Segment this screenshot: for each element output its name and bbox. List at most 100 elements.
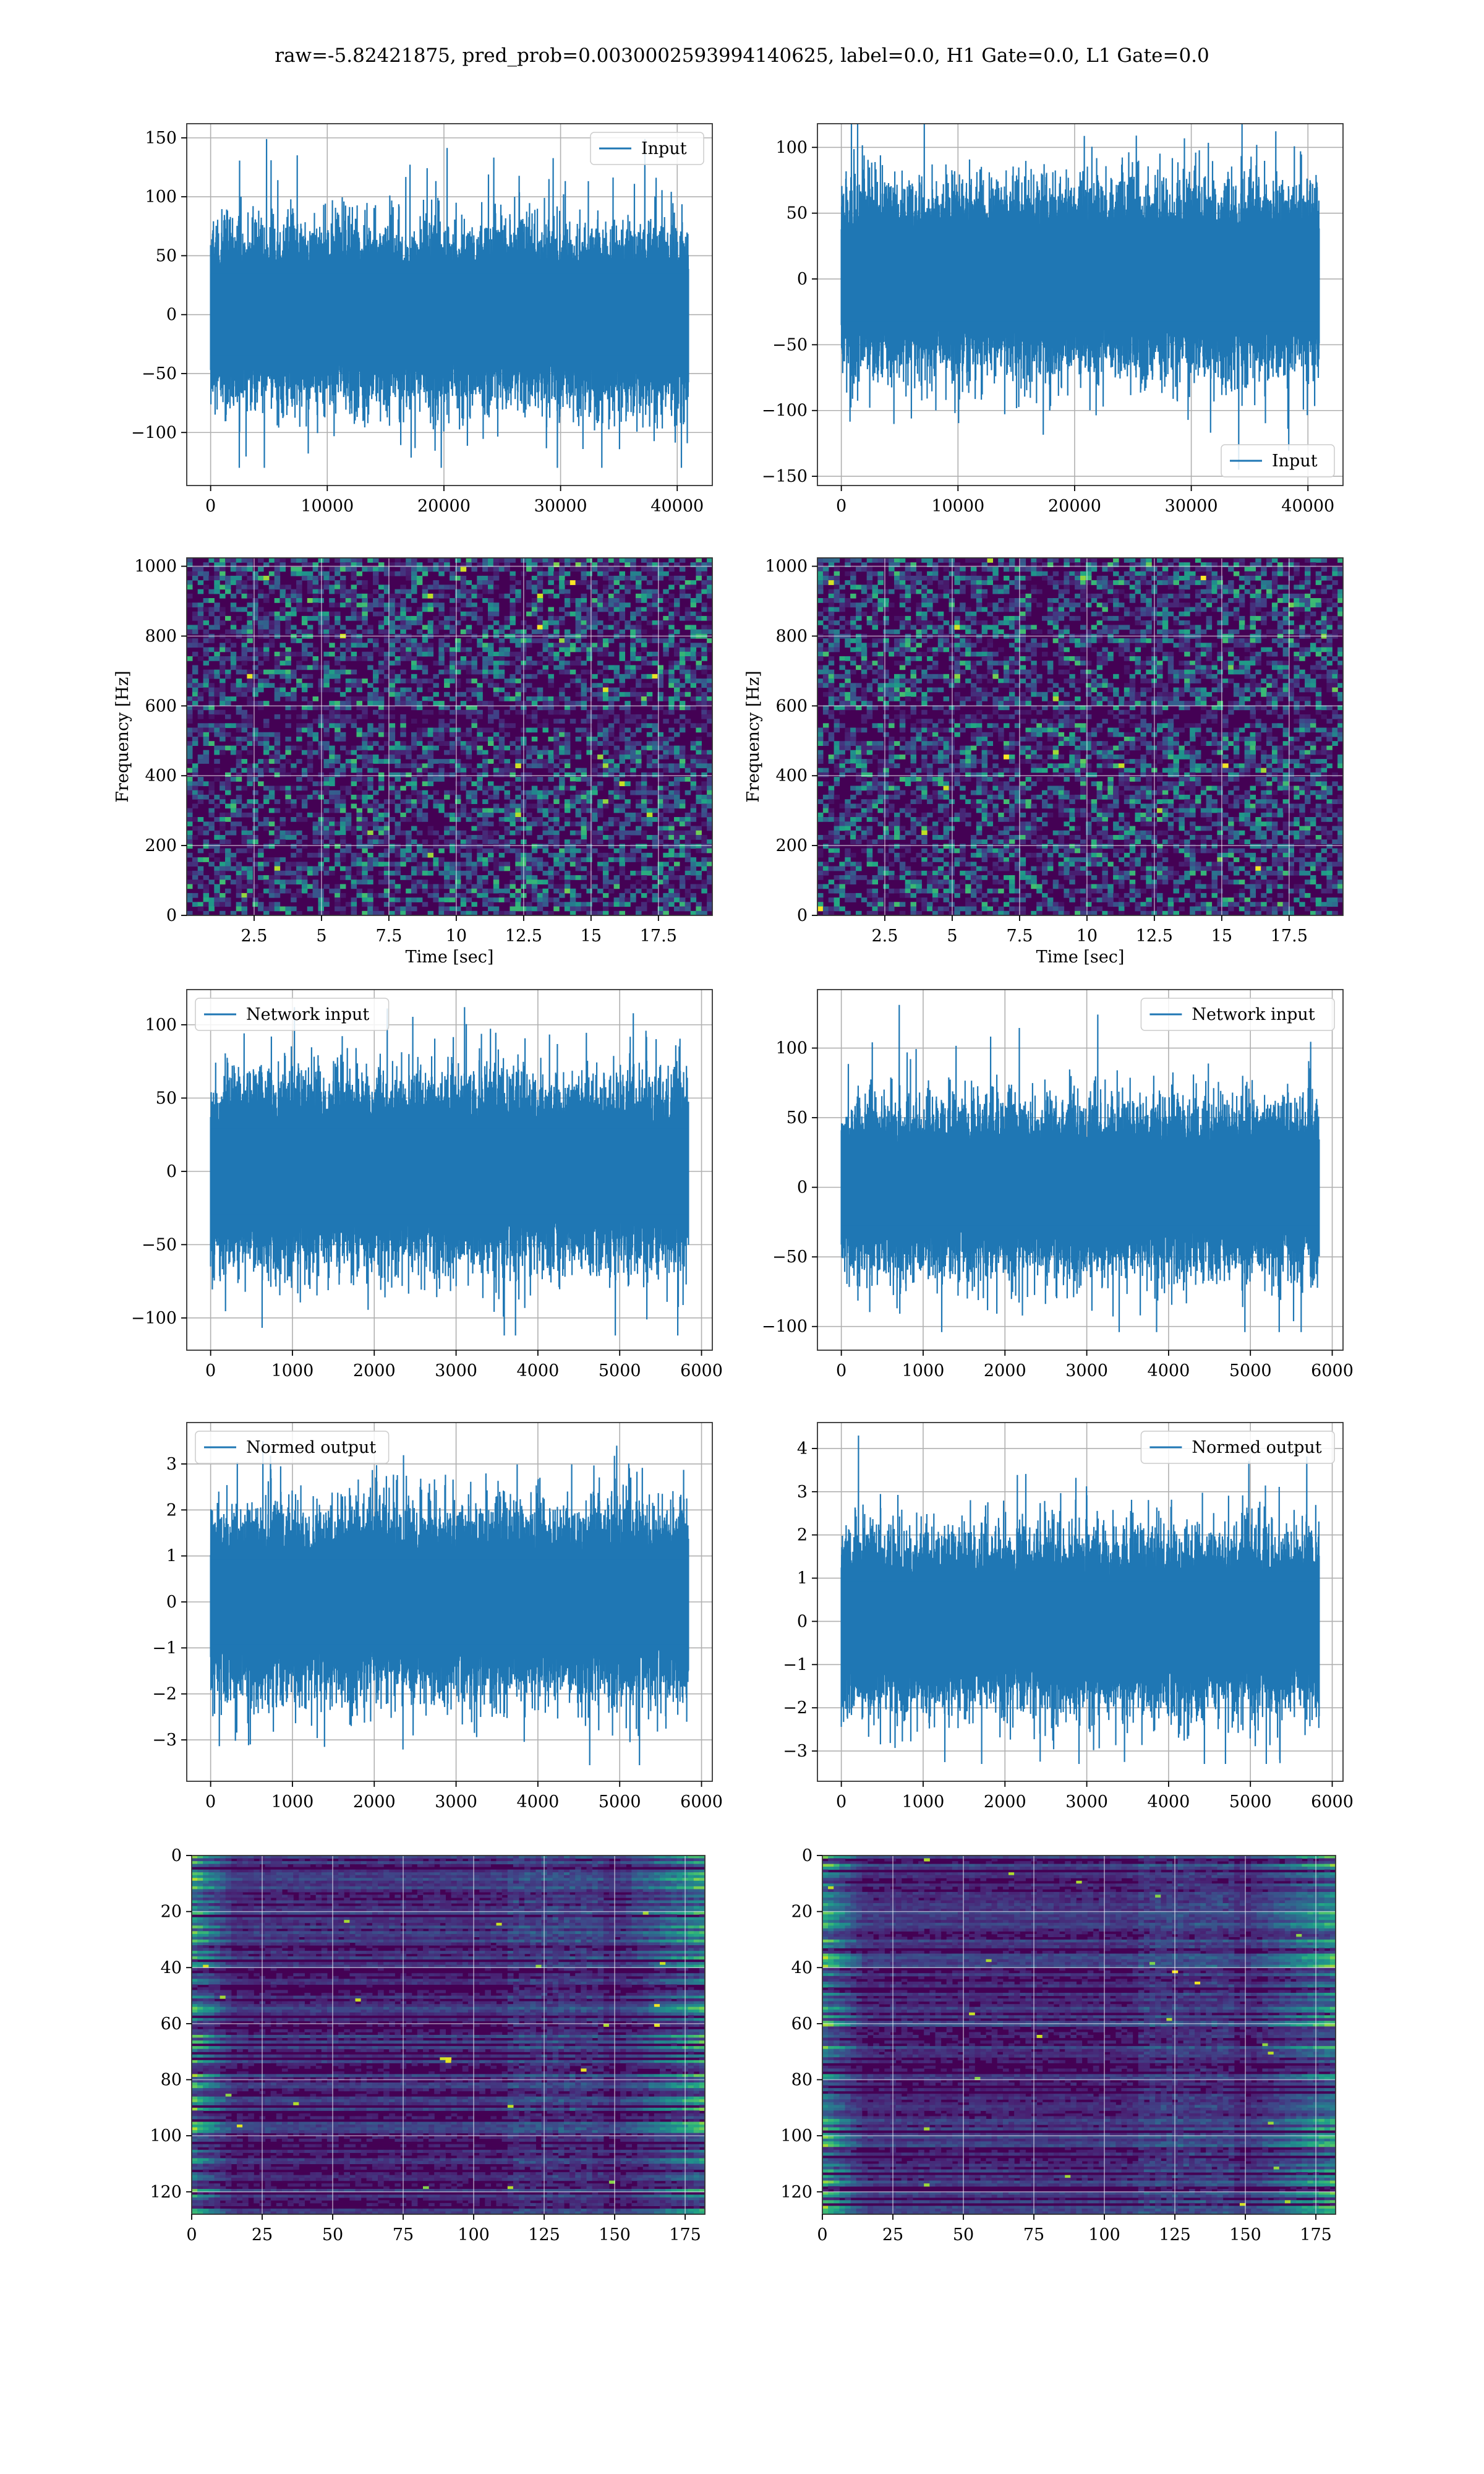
y-tick-label: 100 (150, 2126, 182, 2146)
legend-label: Normed output (1192, 1438, 1321, 1457)
y-tick-label: 1000 (765, 557, 808, 576)
x-tick-label: 125 (528, 2225, 560, 2245)
y-tick-label: 0 (797, 1612, 808, 1631)
x-tick-label: 150 (599, 2225, 631, 2245)
x-tick-label: 20000 (1048, 497, 1101, 516)
x-tick-label: 6000 (1311, 1792, 1354, 1812)
y-tick-label: 50 (156, 246, 177, 265)
x-tick-label: 12.5 (1136, 927, 1173, 946)
y-tick-label: 0 (802, 1846, 812, 1865)
y-tick-label: 50 (156, 1089, 177, 1108)
x-tick-label: 50 (322, 2225, 343, 2245)
y-tick-label: 80 (791, 2071, 812, 2090)
legend-label: Network input (1192, 1005, 1315, 1024)
x-tick-label: 2.5 (871, 927, 898, 946)
x-tick-label: 125 (1159, 2225, 1191, 2245)
x-tick-label: 15 (1211, 927, 1232, 946)
y-tick-label: 600 (775, 696, 808, 716)
x-axis-label: Time [sec] (1036, 948, 1125, 967)
x-tick-label: 1000 (902, 1792, 945, 1812)
x-tick-label: 100 (458, 2225, 490, 2245)
y-tick-label: 20 (161, 1903, 182, 1922)
y-tick-label: 0 (797, 270, 808, 289)
y-tick-label: 100 (145, 1016, 177, 1035)
y-tick-label: 20 (791, 1903, 812, 1922)
y-tick-label: 100 (780, 2126, 812, 2146)
x-tick-label: 4000 (517, 1792, 560, 1812)
legend-label: Network input (246, 1005, 369, 1024)
y-tick-label: −50 (772, 1248, 808, 1267)
series-core (211, 1559, 689, 1644)
x-tick-label: 0 (836, 1792, 846, 1812)
y-tick-label: 800 (145, 627, 177, 646)
y-tick-label: 200 (145, 836, 177, 855)
x-tick-label: 75 (1023, 2225, 1044, 2245)
x-tick-label: 2000 (353, 1361, 396, 1380)
x-tick-label: 15 (581, 927, 602, 946)
x-tick-label: 5000 (599, 1361, 641, 1380)
x-tick-label: 12.5 (505, 927, 542, 946)
y-tick-label: 3 (797, 1483, 808, 1502)
y-tick-label: −100 (762, 401, 808, 421)
x-tick-label: 0 (205, 1792, 216, 1812)
y-tick-label: −1 (152, 1638, 177, 1658)
heatmap-cells (192, 1856, 706, 2215)
legend-label: Input (1272, 452, 1318, 471)
y-tick-label: 150 (145, 129, 177, 148)
y-tick-label: 400 (775, 766, 808, 785)
x-tick-label: 10 (1077, 927, 1098, 946)
x-tick-label: 1000 (271, 1792, 314, 1812)
subplot-spec-l1: 2.5 5 7.5 10 12.5 15 17.502004006008001000Time… (744, 557, 1344, 967)
x-tick-label: 25 (882, 2225, 903, 2245)
x-tick-label: 1000 (902, 1361, 945, 1380)
legend-label: Input (641, 139, 687, 158)
y-tick-label: 4 (797, 1439, 808, 1458)
y-tick-label: 2 (797, 1526, 808, 1545)
x-tick-label: 150 (1229, 2225, 1261, 2245)
y-tick-label: 400 (145, 766, 177, 785)
x-tick-label: 30000 (1165, 497, 1218, 516)
subplot-spec-h1: 2.5 5 7.5 10 12.5 15 17.502004006008001000Time… (113, 557, 713, 967)
y-tick-label: 0 (166, 1593, 177, 1612)
y-tick-label: −100 (762, 1317, 808, 1337)
y-tick-label: −2 (783, 1698, 808, 1718)
y-axis-label: Frequency [Hz] (113, 670, 132, 802)
x-tick-label: 5000 (599, 1792, 641, 1812)
x-tick-label: 2000 (984, 1361, 1026, 1380)
x-tick-label: 2.5 (241, 927, 267, 946)
y-tick-label: −100 (131, 423, 177, 442)
x-tick-label: 20000 (417, 497, 471, 516)
y-tick-label: 40 (161, 1958, 182, 1977)
y-tick-label: 1000 (134, 557, 177, 576)
y-tick-label: −100 (131, 1309, 177, 1328)
x-tick-label: 0 (836, 497, 846, 516)
series-core (842, 236, 1320, 321)
x-tick-label: 6000 (1311, 1361, 1354, 1380)
x-tick-label: 10000 (301, 497, 354, 516)
x-tick-label: 10 (446, 927, 467, 946)
x-tick-label: 4000 (1148, 1792, 1190, 1812)
x-tick-label: 10000 (931, 497, 984, 516)
y-tick-label: 0 (166, 1162, 177, 1181)
x-tick-label: 4000 (517, 1361, 560, 1380)
legend: Normed output (195, 1431, 389, 1463)
y-tick-label: 40 (791, 1958, 812, 1977)
y-tick-label: −150 (762, 467, 808, 486)
x-tick-label: 2000 (353, 1792, 396, 1812)
y-tick-label: 60 (791, 2014, 812, 2034)
x-tick-label: 3000 (1065, 1792, 1108, 1812)
y-tick-label: 0 (166, 906, 177, 925)
legend: Network input (195, 998, 389, 1030)
y-tick-label: 0 (797, 906, 808, 925)
x-tick-label: 175 (669, 2225, 701, 2245)
x-tick-label: 3000 (435, 1792, 477, 1812)
x-tick-label: 25 (252, 2225, 273, 2245)
y-tick-label: −50 (142, 364, 177, 383)
y-tick-label: 100 (145, 187, 177, 207)
y-tick-label: −50 (142, 1235, 177, 1254)
